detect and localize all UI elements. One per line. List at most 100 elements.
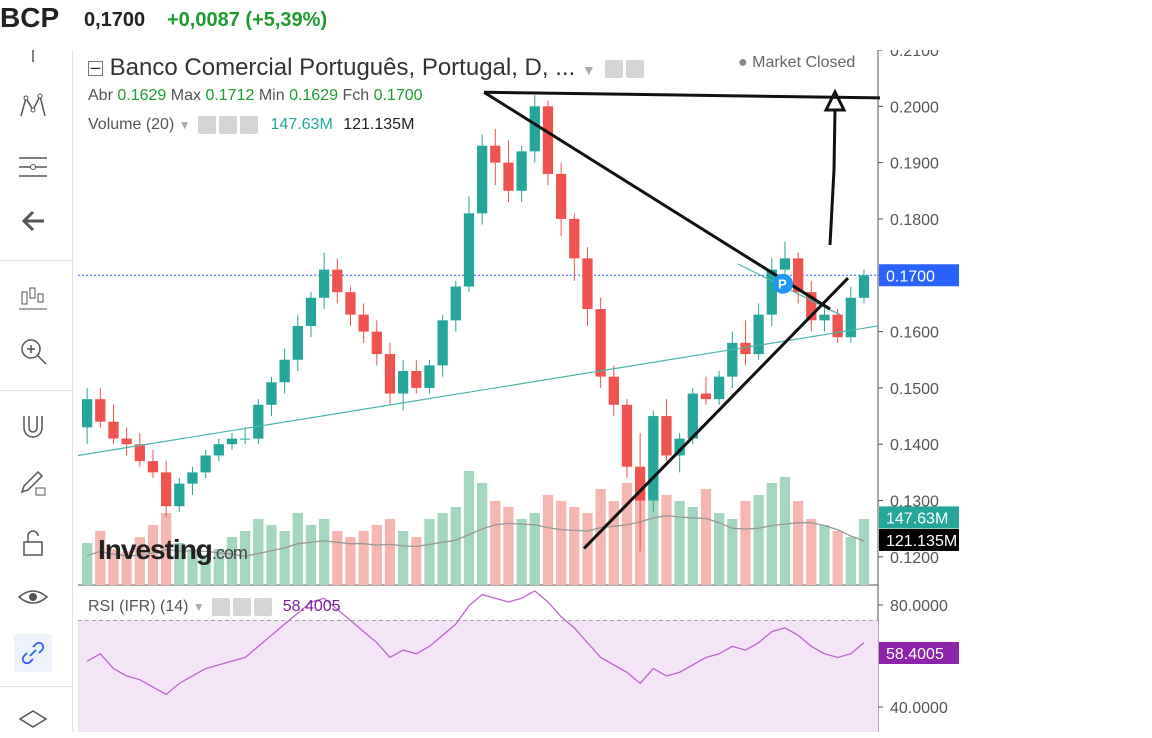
candle-body: [714, 376, 725, 400]
volume-bar: [226, 537, 238, 585]
zoom-in-icon[interactable]: [14, 332, 52, 370]
close-value: 0.1700: [373, 87, 423, 104]
volume-bar: [437, 513, 448, 585]
candle-body: [82, 399, 93, 428]
pattern-icon[interactable]: [14, 88, 52, 126]
candle-body: [174, 483, 185, 507]
ticker-price: 0,1700: [84, 9, 146, 31]
close-icon[interactable]: [240, 116, 259, 134]
volume-bar: [108, 549, 119, 585]
rsi-line: [86, 590, 865, 696]
candle-body: [345, 292, 356, 315]
volume-bar: [753, 495, 764, 585]
volume-bar: [147, 525, 159, 585]
fib-levels-icon[interactable]: [14, 148, 52, 186]
volume-bar: [279, 531, 290, 585]
price-tick-label: 0.1500: [890, 381, 939, 398]
unlock-icon[interactable]: [14, 524, 52, 562]
candle-body: [503, 162, 514, 191]
volume-bar: [213, 549, 224, 585]
investing-logo: Investing.com: [98, 534, 248, 566]
magnet-icon[interactable]: [14, 408, 52, 446]
hand-arrow-shaft: [828, 109, 837, 246]
volume-bar: [714, 513, 725, 585]
collapse-icon[interactable]: –: [88, 58, 103, 77]
price-tick-label: 0.1400: [890, 437, 939, 454]
pencil-lock-icon[interactable]: [14, 464, 52, 502]
rsi-value: 58.4005: [282, 598, 341, 616]
price-chart[interactable]: 0.2100 0.2000 0.1900 0.1800 0.1700 0.1600 0.15…: [78, 50, 972, 732]
close-label: Fch: [342, 87, 370, 104]
visibility-toggle-icon[interactable]: [605, 59, 624, 78]
candle-body: [226, 438, 238, 445]
candle-body: [253, 404, 264, 439]
axis-value-badge: [879, 264, 959, 287]
candle-body: [240, 438, 251, 440]
low-value: 0.1629: [289, 87, 338, 104]
link-icon[interactable]: [14, 634, 52, 672]
crosshair-icon[interactable]: [14, 44, 52, 82]
volume-bar: [503, 507, 514, 585]
volume-bar: [187, 549, 198, 585]
candle-body: [95, 399, 106, 422]
candle-body: [266, 382, 277, 405]
high-label: Max: [170, 87, 201, 104]
volume-bar: [82, 543, 93, 585]
axis-value-label: 147.63M: [886, 510, 948, 527]
visibility-toggle-icon[interactable]: [212, 598, 231, 616]
candle-body: [437, 320, 448, 366]
price-tick-label: 0.1900: [890, 156, 939, 173]
volume-bar: [727, 519, 738, 585]
hand-arrow-head: [823, 88, 847, 112]
volume-legend[interactable]: Volume (20) ▼ 147.63M 121.135M: [88, 116, 414, 134]
chevron-down-icon[interactable]: ▼: [192, 600, 205, 615]
close-icon[interactable]: [254, 598, 273, 616]
price-tick-label: 0.1800: [890, 212, 939, 229]
volume-bar: [332, 531, 343, 585]
settings-icon[interactable]: [219, 116, 238, 134]
ticker-symbol: BCP: [0, 2, 60, 33]
settings-icon[interactable]: [233, 598, 252, 616]
settings-icon[interactable]: [626, 59, 645, 78]
volume-bar: [345, 537, 356, 585]
chevron-down-icon[interactable]: ▼: [581, 62, 596, 78]
volume-bar: [542, 495, 554, 585]
volume-bar: [398, 531, 409, 585]
rsi-legend[interactable]: RSI (IFR) (14) ▼ 58.4005: [88, 598, 341, 616]
rsi-band: [78, 620, 878, 732]
volume-bar: [832, 531, 843, 585]
ticker-change: +0,0087 (+5,39%): [167, 9, 328, 31]
candle-body: [187, 472, 198, 484]
back-arrow-icon[interactable]: [14, 202, 52, 240]
layers-icon[interactable]: [14, 700, 52, 738]
volume-bar: [266, 525, 277, 585]
volume-bar: [845, 537, 856, 585]
ohlc-legend: Abr 0.1629 Max 0.1712 Min 0.1629 Fch 0.1…: [88, 87, 423, 105]
chart-panel[interactable]: 0.2100 0.2000 0.1900 0.1800 0.1700 0.1600 0.15…: [78, 50, 972, 732]
volume-bar: [134, 537, 145, 585]
volume-bar: [621, 483, 633, 585]
volume-bar: [661, 495, 672, 585]
logo-domain: .com: [211, 543, 248, 563]
volume-bar: [319, 519, 330, 585]
candle-body: [200, 455, 211, 473]
candle-body: [424, 365, 435, 388]
visibility-toggle-icon[interactable]: [198, 116, 217, 134]
candle-body: [398, 371, 409, 394]
volume-bar: [608, 501, 619, 585]
price-tick-label: 0.1600: [890, 325, 939, 342]
volume-bar: [121, 551, 132, 585]
volume-bar: [371, 525, 382, 585]
long-position-icon[interactable]: [14, 278, 52, 316]
candle-body: [635, 466, 646, 501]
event-marker-label: P: [778, 277, 787, 292]
price-tick-label: 0.2000: [890, 99, 939, 116]
axis-value-label: 58.4005: [886, 646, 944, 663]
chevron-down-icon[interactable]: ▼: [178, 118, 191, 133]
chart-title[interactable]: – Banco Comercial Português, Portugal, D…: [88, 54, 645, 82]
eye-icon[interactable]: [14, 578, 52, 616]
candle-body: [450, 286, 461, 321]
volume-bar: [305, 525, 317, 585]
volume-bar: [806, 519, 817, 585]
candle-body: [819, 314, 830, 321]
